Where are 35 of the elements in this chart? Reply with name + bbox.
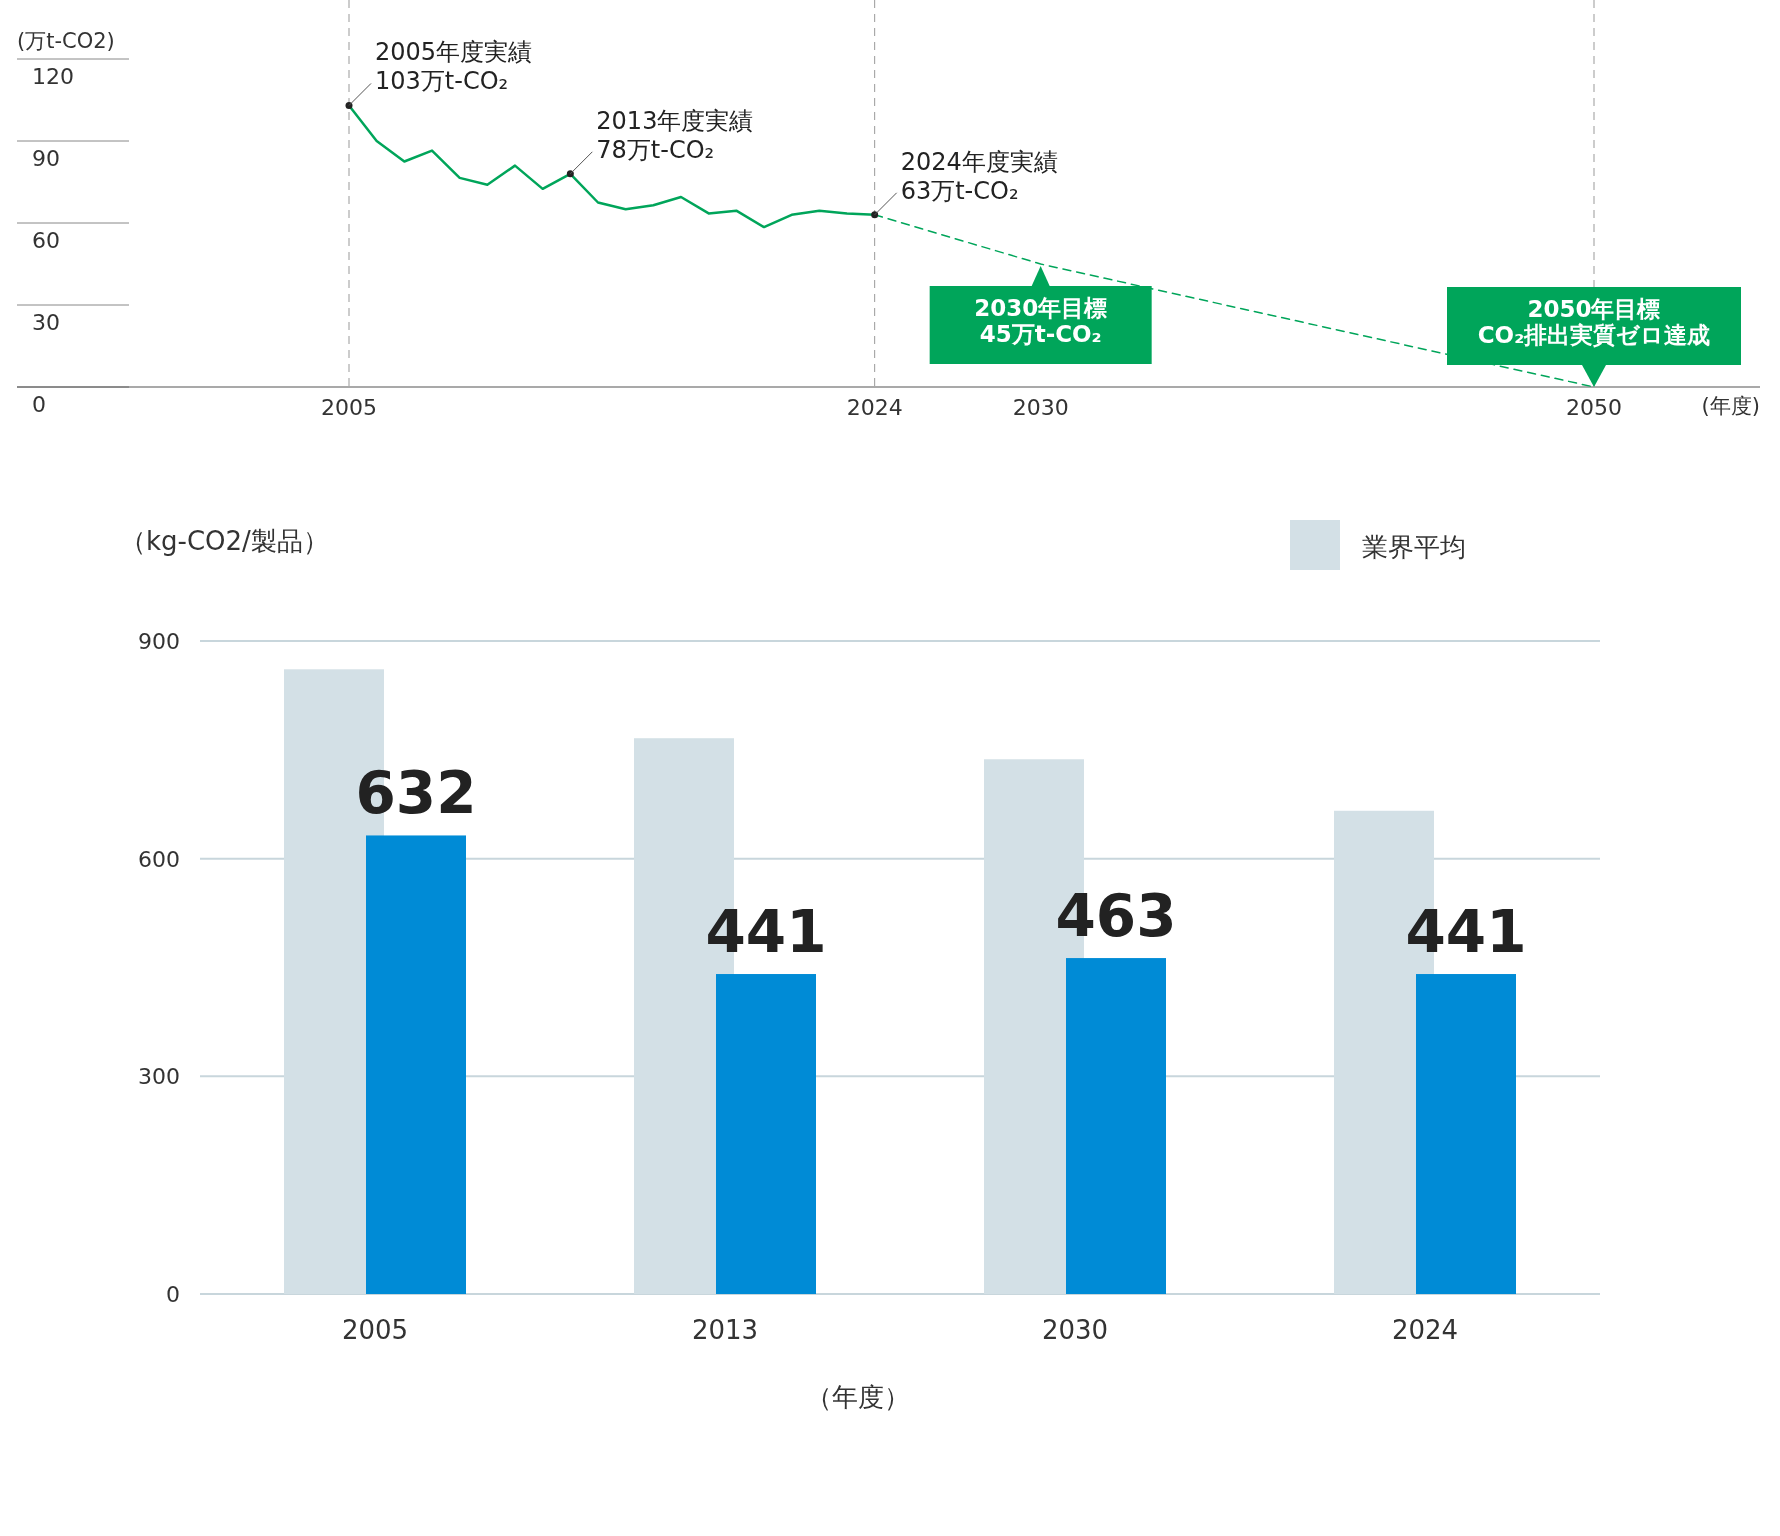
data-label: 441 — [1405, 898, 1527, 967]
y-axis-title: (万t-CO2) — [17, 29, 115, 53]
y-tick-label: 0 — [32, 392, 46, 417]
annotation: 2013年度実績 78万t-CO₂ — [596, 106, 754, 164]
bar — [716, 974, 816, 1294]
y-tick-label: 0 — [166, 1282, 180, 1307]
x-tick-label: 2005 — [321, 395, 377, 420]
data-label: 441 — [705, 898, 827, 967]
data-label: 632 — [355, 759, 477, 828]
legend-label: 業界平均 — [1362, 532, 1466, 562]
annotation: 2050年目標 CO₂排出実質ゼロ達成 — [1477, 296, 1711, 349]
x-tick-label: 2030 — [1041, 1315, 1109, 1345]
x-tick-label: 2024 — [846, 395, 903, 420]
y-tick-label: 300 — [138, 1064, 180, 1090]
y-tick-label: 600 — [138, 846, 180, 872]
annotation: 2005年度実績 103万t-CO₂ — [375, 38, 533, 96]
y-tick-label: 90 — [32, 146, 60, 171]
y-tick-label: 900 — [138, 629, 180, 654]
y-tick-label: 60 — [32, 228, 60, 253]
annotation: 2024年度実績 63万t-CO₂ — [900, 147, 1058, 205]
x-tick-label: 2013 — [691, 1315, 759, 1345]
x-tick-label: 2024 — [1391, 1315, 1459, 1345]
bar — [366, 835, 466, 1294]
bar — [1066, 958, 1166, 1294]
bar — [1416, 974, 1516, 1294]
y-tick-label: 30 — [32, 310, 60, 335]
data-label: 463 — [1055, 882, 1177, 951]
x-tick-label: 2030 — [1012, 395, 1069, 420]
x-tick-label: 2050 — [1566, 395, 1622, 420]
annotation: 2030年目標 45万t-CO₂ — [974, 295, 1108, 348]
y-axis-title: （kg-CO2/製品） — [120, 526, 329, 556]
x-tick-label: 2005 — [341, 1315, 409, 1345]
x-axis-title: (年度) — [1701, 394, 1760, 418]
y-tick-label: 120 — [32, 64, 74, 89]
x-axis-title: （年度） — [806, 1382, 910, 1412]
